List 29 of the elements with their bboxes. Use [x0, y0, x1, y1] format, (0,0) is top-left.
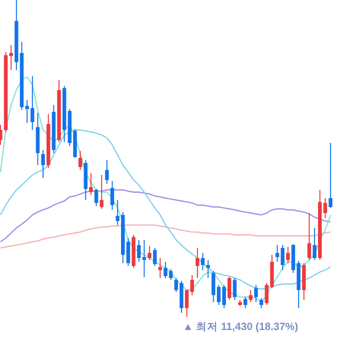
candlestick: [275, 244, 280, 262]
candlestick: [248, 290, 253, 303]
candlestick: [89, 172, 93, 196]
candlestick: [100, 174, 104, 210]
candlestick: [78, 150, 82, 170]
candlestick: [307, 212, 312, 260]
candlestick: [228, 276, 232, 300]
candlestick: [200, 252, 205, 271]
text: ▲ 최저 11,430 (18.37%): [182, 321, 298, 333]
candlestick: [286, 246, 290, 264]
candlestick: [41, 149, 45, 179]
candlestick: [259, 297, 264, 309]
candlestick: [206, 259, 210, 279]
candlestick: [152, 247, 157, 266]
candlestick: [190, 274, 194, 296]
candlestick: [94, 188, 98, 207]
candlestick: [110, 180, 114, 210]
candlestick: [254, 284, 258, 303]
candlestick: [243, 296, 248, 309]
candlestick: [328, 142, 332, 208]
candlestick: [148, 245, 152, 260]
candlestick: [196, 247, 200, 279]
candlestick: [142, 239, 146, 278]
candlestick: [105, 160, 109, 184]
candlestick: [312, 227, 316, 260]
candlestick: [184, 290, 189, 318]
candlestick: [280, 244, 284, 271]
candlestick: [137, 239, 141, 262]
candlestick: [232, 278, 237, 300]
